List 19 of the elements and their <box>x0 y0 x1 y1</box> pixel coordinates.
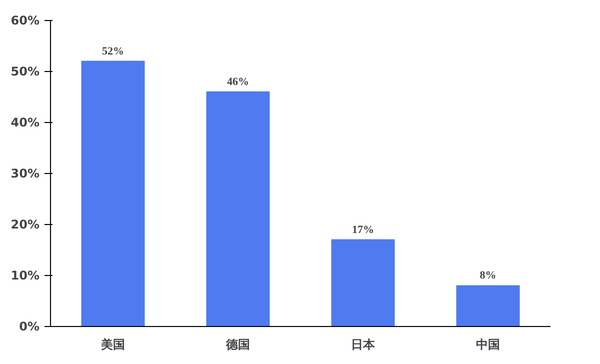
y-tick-label: 20% <box>10 218 40 232</box>
bar <box>331 239 395 326</box>
y-tick-label: 30% <box>10 166 40 180</box>
y-tick-label: 50% <box>10 64 40 78</box>
x-tick-label: 日本 <box>351 338 376 352</box>
bar <box>456 285 520 326</box>
bar <box>81 60 145 326</box>
y-tick-label: 0% <box>19 320 40 334</box>
x-tick-label: 德国 <box>225 338 250 352</box>
x-tick-label: 美国 <box>100 338 125 352</box>
y-tick-label: 40% <box>10 116 40 130</box>
data-label: 17% <box>352 224 374 236</box>
bar <box>206 91 270 326</box>
x-tick-label: 中国 <box>476 338 500 352</box>
data-label: 52% <box>102 45 124 58</box>
data-label: 46% <box>227 76 249 88</box>
y-tick-label: 60% <box>10 14 40 28</box>
y-tick-label: 10% <box>10 268 40 282</box>
data-label: 8% <box>480 270 496 282</box>
